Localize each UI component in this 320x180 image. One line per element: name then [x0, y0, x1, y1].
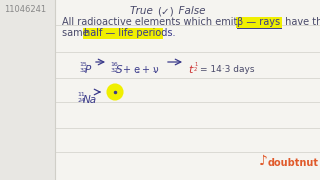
Bar — [236, 17, 282, 28]
Text: doubtnut: doubtnut — [268, 158, 319, 168]
Text: 1
2: 1 2 — [194, 62, 197, 72]
Text: True: True — [130, 6, 156, 16]
Text: have the: have the — [282, 17, 320, 27]
Text: 24: 24 — [78, 98, 86, 103]
Text: (✓): (✓) — [157, 6, 174, 16]
Text: S: S — [116, 65, 123, 75]
Bar — [83, 28, 163, 39]
Text: ♪: ♪ — [259, 154, 268, 168]
Text: P: P — [85, 65, 91, 75]
Text: -: - — [153, 68, 156, 74]
Text: β — rays: β — rays — [237, 17, 280, 27]
Text: + e: + e — [123, 65, 140, 75]
Text: Na: Na — [83, 95, 97, 105]
Text: False: False — [172, 6, 205, 16]
Circle shape — [108, 84, 123, 100]
Text: All radioactive elements which emit: All radioactive elements which emit — [62, 17, 241, 27]
Text: t: t — [188, 65, 192, 75]
Text: -: - — [137, 68, 140, 74]
Text: = 14·3 days: = 14·3 days — [200, 65, 254, 74]
Text: same: same — [62, 28, 92, 38]
Text: 32: 32 — [80, 68, 88, 73]
Text: 15: 15 — [79, 62, 87, 67]
Text: 16: 16 — [110, 62, 118, 67]
Text: half — life periods.: half — life periods. — [84, 28, 175, 38]
Text: 32: 32 — [111, 68, 119, 73]
Bar — [0, 0, 55, 180]
Text: + ν: + ν — [142, 65, 159, 75]
Bar — [55, 0, 320, 180]
Text: 11: 11 — [77, 92, 85, 97]
Text: 11046241: 11046241 — [4, 5, 46, 14]
